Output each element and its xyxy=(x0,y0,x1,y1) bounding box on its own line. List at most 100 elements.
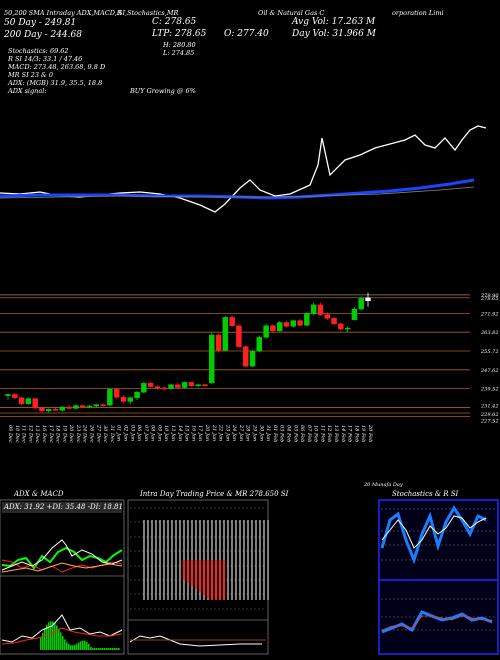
candle-body xyxy=(263,325,269,338)
adx-signal-label: ADX signal: xyxy=(8,87,47,95)
candle-body xyxy=(181,382,188,388)
candle-body xyxy=(5,394,11,396)
date-tick-label: 10 Dec xyxy=(14,425,20,443)
candle-body xyxy=(39,407,45,411)
sma-chart xyxy=(0,125,487,213)
candle-body xyxy=(168,384,174,389)
date-tick-label: 04 Feb xyxy=(285,425,291,442)
macd-histogram-bar xyxy=(50,621,52,650)
candle-body xyxy=(113,389,120,398)
date-tick-label: 13 Dec xyxy=(34,425,40,443)
adx-series-line xyxy=(1,546,123,570)
macd-histogram-bar xyxy=(100,648,102,650)
candle-body xyxy=(270,325,276,332)
candle-body xyxy=(202,384,208,386)
candle-body xyxy=(93,404,100,407)
candle-body xyxy=(73,405,79,409)
date-tick-label: 05 Feb xyxy=(292,425,298,442)
mrsi-red-bar xyxy=(215,560,217,600)
stochastics-label: Stochastics: 69.62 xyxy=(8,47,69,55)
macd-histogram-bar xyxy=(106,648,108,650)
mrsi-red-bar xyxy=(223,560,225,600)
mrsi-title: Intra Day Trading Price & MR 278.650 SI xyxy=(140,490,289,498)
macd-histogram-bar xyxy=(88,643,90,650)
price-level-label: 278.65 xyxy=(480,296,499,302)
macd-histogram-bar xyxy=(108,648,110,650)
mrsi-red-bar xyxy=(199,560,201,592)
macd-histogram-bar xyxy=(90,647,92,650)
macd-histogram-bar xyxy=(74,644,76,650)
candle-body xyxy=(209,334,215,384)
date-tick-label: 27 Jan xyxy=(238,424,244,441)
candle-body xyxy=(317,304,324,315)
date-tick-label: 30 Dec xyxy=(102,425,108,443)
candle-body xyxy=(229,317,235,326)
candle-body xyxy=(222,317,229,351)
macd-histogram-bar xyxy=(98,648,100,650)
date-tick-label: 06 Jan xyxy=(136,425,142,441)
avg-vol-label: Avg Vol: 17.263 M xyxy=(292,17,376,27)
candle-body xyxy=(66,406,72,409)
date-tick-label: 18 Feb xyxy=(353,425,359,442)
date-tick-label: 31 Dec xyxy=(109,425,115,443)
stoch-d-line xyxy=(381,515,487,549)
price-level-label: 271.92 xyxy=(480,311,499,317)
date-tick-label: 21 Jan xyxy=(211,424,217,441)
high-label: H: 280.80 xyxy=(163,41,196,49)
candle-body xyxy=(107,389,113,406)
candle-body xyxy=(120,397,127,402)
date-tick-label: 20 Jan xyxy=(204,424,210,441)
macd-histogram-bar xyxy=(56,625,58,650)
candle-body xyxy=(188,382,195,386)
date-tick-label: 08 Jan xyxy=(150,425,156,441)
date-tick-label: 01 Jan xyxy=(116,425,122,441)
candle-body xyxy=(52,409,59,411)
macd-histogram-bar xyxy=(70,645,72,650)
macd-histogram-bar xyxy=(80,641,82,650)
date-tick-label: 14 Jan xyxy=(177,425,183,441)
price-level-label: 247.62 xyxy=(480,368,499,374)
date-tick-label: 03 Jan xyxy=(129,425,135,441)
macd-histogram-bar xyxy=(48,622,50,650)
macd-histogram-bar xyxy=(92,648,94,650)
date-tick-label: 17 Jan xyxy=(197,425,203,441)
macd-histogram-bar xyxy=(64,639,66,650)
mrsi-red-bar xyxy=(195,560,197,589)
candle-body xyxy=(351,308,358,320)
adx-series-line xyxy=(1,539,123,571)
macd-histogram-bar xyxy=(44,628,46,650)
candle-body xyxy=(358,298,364,310)
date-tick-label: 28 Jan xyxy=(245,424,251,441)
candle-body xyxy=(32,398,38,409)
candle-body xyxy=(79,405,86,408)
adx-values: ADX: 31.92 +DI: 35.48 -DI: 18.81 xyxy=(4,503,123,511)
date-tick-label: 07 Feb xyxy=(306,425,312,442)
rsi-label: R SI 14/3: 33.1 / 47.46 xyxy=(8,55,83,63)
mr-label: MR SI 23 & 0 xyxy=(8,71,54,79)
adx-macd-title: ADX & MACD xyxy=(14,490,64,498)
price-thin-line xyxy=(0,186,475,199)
macd-histogram-bar xyxy=(112,648,114,650)
macd-histogram-bar xyxy=(46,624,48,650)
candle-body xyxy=(18,397,25,405)
sma200-label: 200 Day - 244.68 xyxy=(4,30,82,40)
macd-histogram-bar xyxy=(54,622,56,650)
date-tick-label: 19 Feb xyxy=(360,425,366,442)
date-tick-label: 12 Feb xyxy=(326,425,332,442)
macd-histogram-bar xyxy=(58,628,60,650)
date-tick-label: 24 Dec xyxy=(82,424,88,443)
date-tick-label: 23 Dec xyxy=(75,424,81,443)
price-level-label: 263.82 xyxy=(480,330,499,336)
date-tick-label: 12 Dec xyxy=(27,425,33,443)
buy-signal: BUY Growing @ 6% xyxy=(130,87,196,95)
date-tick-label: 09 Jan xyxy=(156,425,162,441)
candle-body xyxy=(59,406,66,411)
header-line1b: SI,Stochastics,MR xyxy=(118,9,179,17)
price-level-label: 227.52 xyxy=(480,418,499,424)
price-level-label: 229.02 xyxy=(480,412,499,418)
date-tick-label: 06 Feb xyxy=(299,425,305,442)
candle-body xyxy=(304,313,310,326)
header-company: Oil & Natural Gas C xyxy=(258,9,325,17)
